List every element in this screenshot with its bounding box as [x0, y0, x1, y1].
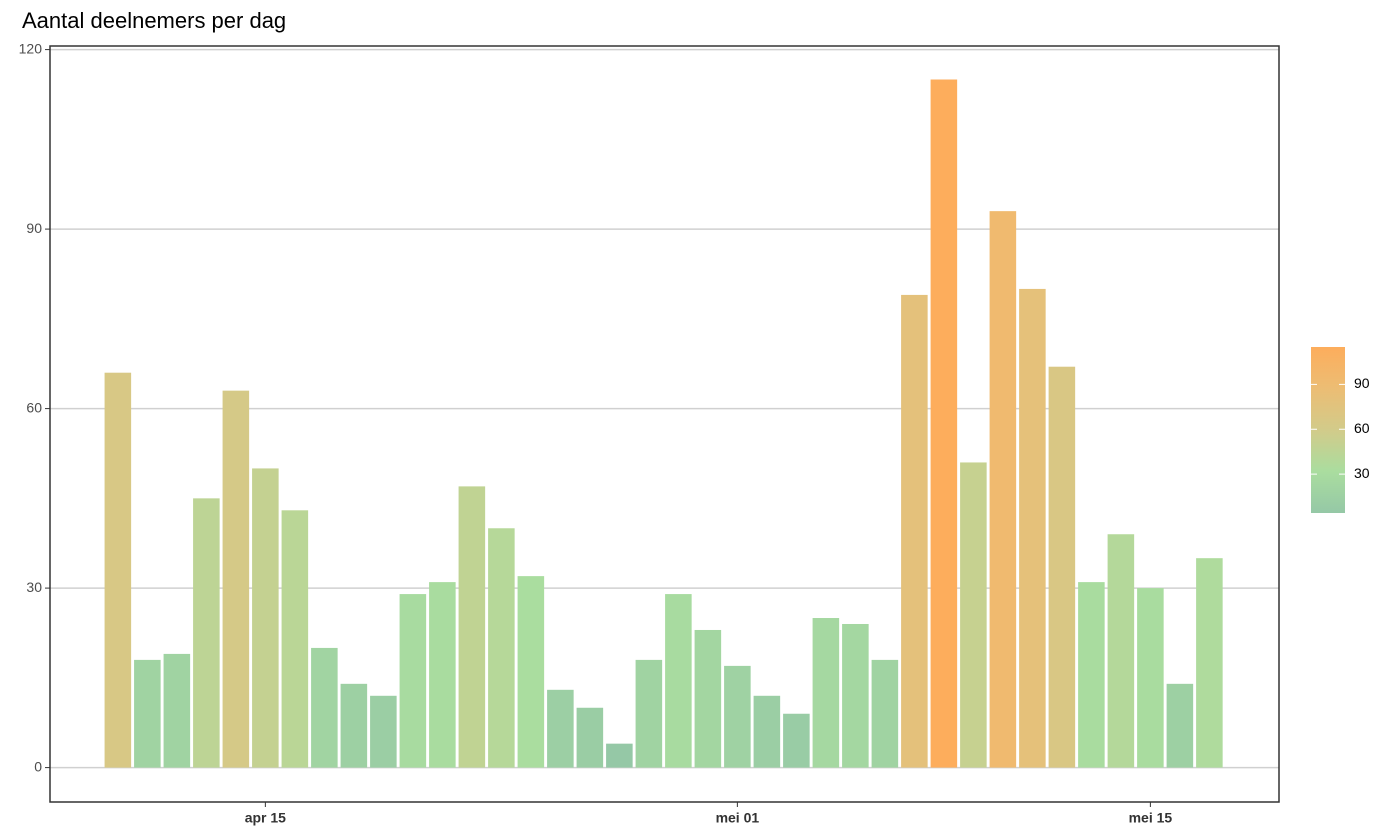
- x-tick-label: mei 15: [1129, 810, 1173, 826]
- bar: [104, 372, 132, 768]
- bar: [901, 294, 928, 768]
- bar: [399, 594, 427, 768]
- colorbar-label: 30: [1354, 465, 1370, 481]
- bar: [163, 653, 191, 768]
- y-tick-label: 60: [26, 399, 42, 415]
- bar: [311, 647, 338, 768]
- bar: [960, 462, 987, 768]
- bar: [606, 743, 633, 768]
- bar: [1078, 582, 1105, 768]
- bar: [547, 689, 574, 768]
- bar: [429, 582, 456, 768]
- chart-title: Aantal deelnemers per dag: [22, 8, 286, 33]
- bar: [1019, 288, 1046, 768]
- x-tick-label: mei 01: [716, 810, 760, 826]
- colorbar-label: 60: [1354, 420, 1370, 436]
- panel-border: [49, 45, 1280, 803]
- y-tick-label: 90: [26, 220, 42, 236]
- y-tick-label: 120: [19, 40, 43, 56]
- y-tick-label: 30: [26, 579, 42, 595]
- bar: [576, 707, 604, 768]
- bar: [724, 665, 751, 768]
- bar: [1107, 534, 1135, 768]
- y-tick-label: 0: [34, 758, 42, 774]
- bar: [458, 486, 486, 768]
- bar: [193, 498, 220, 768]
- bar: [842, 623, 869, 768]
- bar: [665, 594, 692, 768]
- bar: [370, 695, 397, 768]
- bar: [930, 79, 958, 768]
- bar: [783, 713, 810, 768]
- bar: [1166, 683, 1194, 768]
- bar: [222, 390, 250, 768]
- bar: [989, 211, 1017, 768]
- colorbar-label: 90: [1354, 375, 1370, 391]
- bar: [340, 683, 368, 768]
- bar: [517, 576, 545, 768]
- bar: [134, 659, 161, 768]
- bar: [281, 510, 309, 768]
- bar: [753, 695, 781, 768]
- bar: [488, 528, 515, 768]
- bar: [1048, 366, 1076, 768]
- bar: [694, 629, 722, 768]
- bar: [812, 618, 840, 768]
- bar: [1196, 558, 1223, 768]
- x-tick-label: apr 15: [245, 810, 286, 826]
- bar: [635, 659, 663, 768]
- bar: [871, 659, 899, 768]
- colorbar: [1311, 347, 1345, 513]
- bar: [252, 468, 279, 768]
- bar: [1137, 588, 1164, 768]
